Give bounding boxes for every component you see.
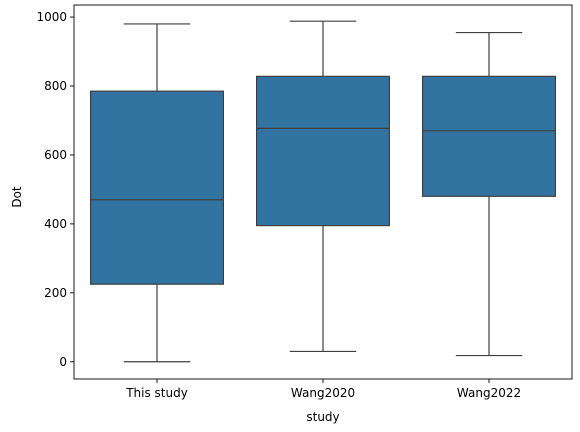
box-group-2 xyxy=(257,21,390,351)
x-tick-label: This study xyxy=(125,386,188,400)
box-series xyxy=(91,21,556,362)
y-tick-label: 800 xyxy=(44,79,67,93)
box-group-3 xyxy=(423,33,556,356)
y-axis-label: Dot xyxy=(10,186,24,208)
y-tick-label: 0 xyxy=(59,355,67,369)
y-tick-label: 1000 xyxy=(36,10,67,24)
y-tick-label: 200 xyxy=(44,286,67,300)
y-tick-label: 600 xyxy=(44,148,67,162)
x-tick-label: Wang2022 xyxy=(457,386,521,400)
box xyxy=(423,76,556,196)
box xyxy=(91,91,224,284)
box xyxy=(257,76,390,225)
x-tick-label: Wang2020 xyxy=(291,386,355,400)
box-group-1 xyxy=(91,24,224,362)
y-tick-label: 400 xyxy=(44,217,67,231)
x-axis-label: study xyxy=(306,410,339,424)
